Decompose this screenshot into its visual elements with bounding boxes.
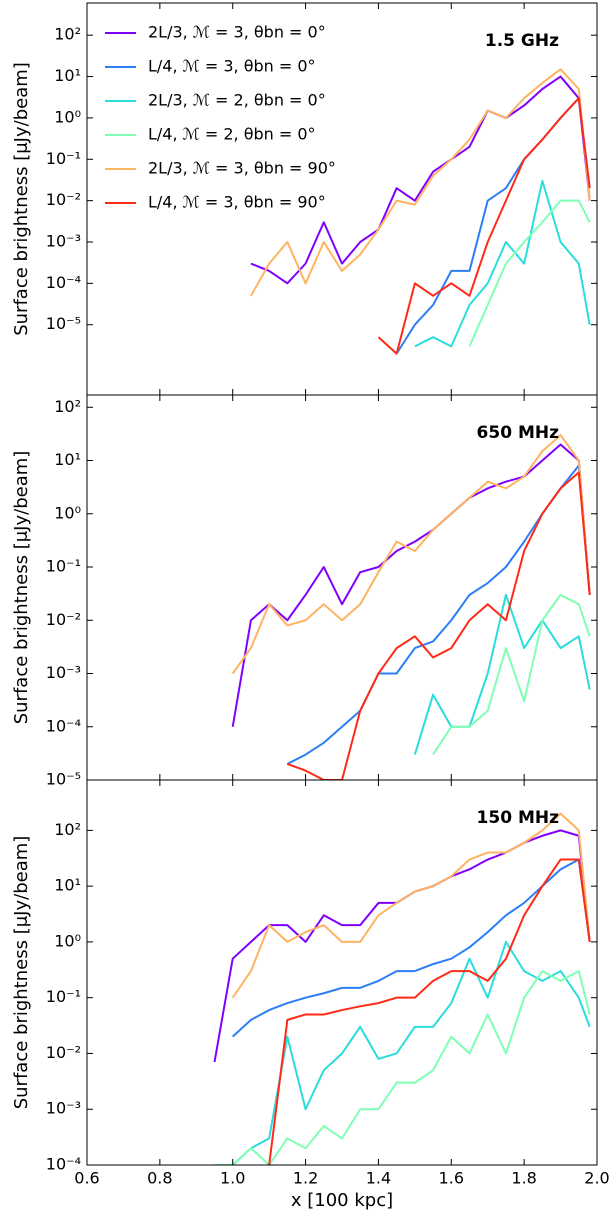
y-axis-label: Surface brightness [μJy/beam] xyxy=(11,836,32,1110)
legend-label: L/4, ℳ = 3, θbn = 0° xyxy=(148,57,316,76)
y-tick-label: 10⁻⁴ xyxy=(46,273,81,292)
x-tick-label: 1.0 xyxy=(220,1169,245,1188)
series-line xyxy=(414,179,591,348)
plot-area xyxy=(213,812,591,1165)
y-tick-label: 10⁻¹ xyxy=(46,149,81,168)
series-line xyxy=(231,812,591,999)
y-tick-label: 10² xyxy=(54,397,81,416)
series-line xyxy=(232,858,591,1038)
y-tick-label: 10⁻⁴ xyxy=(46,716,81,735)
y-tick-label: 10⁻² xyxy=(46,190,81,209)
y-tick-label: 10⁻² xyxy=(46,1043,81,1062)
y-tick-label: 10² xyxy=(54,25,81,44)
y-tick-label: 10⁻⁵ xyxy=(46,314,81,333)
plot-area xyxy=(250,68,591,355)
x-tick-label: 0.6 xyxy=(74,1169,99,1188)
panel-label: 650 MHz xyxy=(477,423,560,443)
plot-frame xyxy=(86,779,598,1166)
plot-frame xyxy=(86,394,598,781)
legend-label: L/4, ℳ = 2, θbn = 0° xyxy=(148,125,316,144)
y-tick-label: 10¹ xyxy=(54,450,81,469)
x-tick-label: 1.8 xyxy=(511,1169,536,1188)
series-line xyxy=(232,940,591,1165)
y-axis-label: Surface brightness [μJy/beam] xyxy=(11,451,32,725)
y-tick-label: 10⁰ xyxy=(54,931,81,950)
series-line xyxy=(377,97,591,355)
y-tick-label: 10⁻³ xyxy=(46,232,81,251)
panel-label: 150 MHz xyxy=(477,808,560,828)
x-tick-label: 1.2 xyxy=(293,1169,318,1188)
legend-label: 2L/3, ℳ = 2, θbn = 0° xyxy=(148,91,326,110)
series-line xyxy=(231,434,591,675)
y-tick-label: 10² xyxy=(54,820,81,839)
y-tick-label: 10⁻⁵ xyxy=(46,770,81,789)
series-line xyxy=(250,75,591,285)
series-line xyxy=(268,858,591,1165)
panel-label: 1.5 GHz xyxy=(485,31,559,51)
y-tick-label: 10⁻¹ xyxy=(46,557,81,576)
y-axis-label: Surface brightness [μJy/beam] xyxy=(11,62,32,336)
y-tick-label: 10⁰ xyxy=(54,107,81,126)
series-line xyxy=(214,970,591,1165)
y-tick-label: 10¹ xyxy=(54,66,81,85)
series-line xyxy=(468,199,591,347)
series-line xyxy=(213,829,591,1063)
y-tick-label: 10⁻³ xyxy=(46,663,81,682)
y-tick-label: 10¹ xyxy=(54,876,81,895)
series-line xyxy=(395,97,591,355)
x-axis-label: x [100 kpc] xyxy=(291,1190,393,1211)
series-line xyxy=(231,443,591,727)
plot-area xyxy=(231,434,591,780)
y-tick-label: 10⁻³ xyxy=(46,1099,81,1118)
legend-label: 2L/3, ℳ = 3, θbn = 90° xyxy=(148,159,336,178)
series-line xyxy=(432,593,591,756)
y-tick-label: 10⁰ xyxy=(54,503,81,522)
series-line xyxy=(413,593,591,755)
x-tick-label: 1.4 xyxy=(366,1169,391,1188)
series-line xyxy=(250,68,591,297)
x-tick-label: 0.8 xyxy=(147,1169,172,1188)
legend-label: 2L/3, ℳ = 3, θbn = 0° xyxy=(148,23,326,42)
x-tick-label: 1.6 xyxy=(439,1169,464,1188)
series-line xyxy=(287,471,591,780)
y-tick-label: 10⁻² xyxy=(46,610,81,629)
y-tick-label: 10⁻¹ xyxy=(46,987,81,1006)
y-tick-label: 10⁻⁴ xyxy=(46,1155,81,1174)
legend-label: L/4, ℳ = 3, θbn = 90° xyxy=(148,193,326,212)
x-tick-label: 2.0 xyxy=(584,1169,609,1188)
